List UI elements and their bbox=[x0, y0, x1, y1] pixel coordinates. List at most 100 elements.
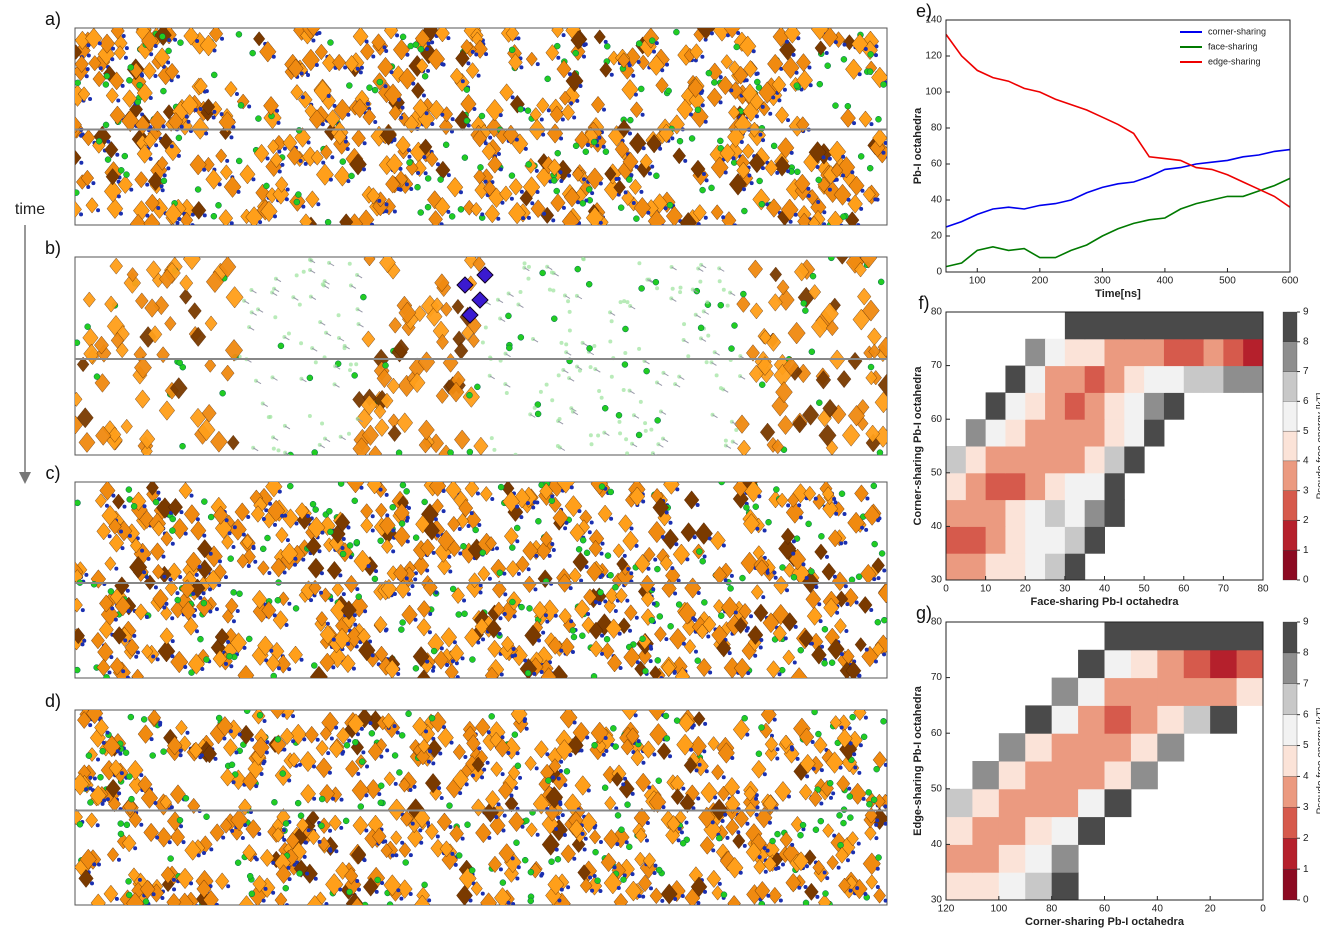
atom bbox=[850, 714, 856, 720]
molecule bbox=[459, 190, 463, 194]
y-tick-label: 70 bbox=[931, 672, 943, 683]
energy-cell bbox=[1025, 366, 1045, 393]
molecule bbox=[390, 70, 394, 74]
atom bbox=[794, 169, 800, 175]
energy-cell bbox=[1204, 339, 1224, 366]
molecule bbox=[722, 775, 726, 779]
atom bbox=[583, 149, 589, 155]
molecule bbox=[218, 559, 222, 563]
energy-cell bbox=[966, 419, 986, 446]
molecule bbox=[820, 768, 824, 772]
molecule bbox=[641, 761, 645, 765]
molecule bbox=[251, 908, 255, 912]
energy-cell bbox=[1105, 473, 1125, 500]
molecule bbox=[340, 752, 344, 756]
energy-cell bbox=[1164, 339, 1184, 366]
molecule bbox=[422, 94, 426, 98]
atom bbox=[211, 72, 217, 78]
molecule bbox=[635, 544, 639, 548]
energy-cell bbox=[1085, 446, 1105, 473]
molecule bbox=[582, 43, 586, 47]
molecule bbox=[365, 764, 369, 768]
molecule bbox=[795, 71, 799, 75]
energy-cell bbox=[1005, 366, 1025, 393]
molecule bbox=[818, 226, 822, 230]
energy-cell bbox=[972, 761, 999, 789]
molecule bbox=[514, 786, 518, 790]
molecule bbox=[301, 95, 305, 99]
molecule bbox=[233, 525, 237, 529]
molecule bbox=[168, 840, 172, 844]
atom bbox=[758, 724, 764, 730]
atom bbox=[667, 202, 673, 208]
atom bbox=[448, 450, 454, 456]
x-tick-label: 10 bbox=[980, 584, 992, 595]
atom bbox=[866, 789, 872, 795]
molecule bbox=[154, 143, 158, 147]
colorbar-tick-label: 9 bbox=[1303, 617, 1309, 628]
molecule bbox=[725, 836, 729, 840]
energy-cell bbox=[1105, 446, 1125, 473]
atom bbox=[348, 262, 352, 266]
molecule bbox=[559, 136, 563, 140]
molecule bbox=[805, 576, 809, 580]
colorbar-segment bbox=[1283, 838, 1297, 869]
atom bbox=[492, 448, 496, 452]
molecule bbox=[758, 133, 762, 137]
molecule bbox=[306, 514, 310, 518]
molecule bbox=[160, 184, 164, 188]
molecule bbox=[471, 774, 475, 778]
molecule bbox=[379, 755, 383, 759]
energy-cell bbox=[999, 789, 1026, 817]
molecule bbox=[166, 166, 170, 170]
atom bbox=[320, 421, 324, 425]
molecule bbox=[341, 546, 345, 550]
molecule bbox=[834, 512, 838, 516]
atom bbox=[354, 539, 360, 545]
molecule bbox=[815, 895, 819, 899]
atom bbox=[358, 804, 364, 810]
molecule bbox=[469, 898, 473, 902]
colorbar-segment bbox=[1283, 776, 1297, 807]
molecule bbox=[432, 551, 436, 555]
molecule bbox=[713, 796, 717, 800]
atom bbox=[678, 290, 682, 294]
molecule bbox=[807, 66, 811, 70]
molecule bbox=[334, 849, 338, 853]
atom bbox=[718, 279, 722, 283]
molecule bbox=[664, 206, 668, 210]
molecule bbox=[711, 820, 715, 824]
molecule bbox=[563, 783, 567, 787]
molecule bbox=[585, 736, 589, 740]
energy-cell bbox=[1131, 622, 1158, 650]
molecule bbox=[539, 874, 543, 878]
molecule bbox=[481, 637, 485, 641]
energy-cell bbox=[946, 872, 973, 900]
energy-cell bbox=[1105, 500, 1125, 527]
molecule bbox=[669, 521, 673, 525]
energy-cell bbox=[1052, 733, 1079, 761]
molecule bbox=[642, 146, 646, 150]
molecule bbox=[517, 865, 521, 869]
x-tick-label: 30 bbox=[1059, 584, 1071, 595]
molecule bbox=[175, 221, 179, 225]
energy-cell bbox=[1204, 366, 1224, 393]
colorbar-tick-label: 3 bbox=[1303, 802, 1309, 813]
energy-cell bbox=[1124, 366, 1144, 393]
molecule bbox=[320, 531, 324, 535]
molecule bbox=[119, 212, 123, 216]
molecule bbox=[814, 497, 818, 501]
molecule bbox=[383, 839, 387, 843]
atom bbox=[620, 877, 626, 883]
molecule bbox=[81, 608, 85, 612]
atom bbox=[118, 167, 124, 173]
molecule bbox=[139, 906, 143, 910]
energy-cell bbox=[1210, 650, 1237, 678]
molecule bbox=[293, 557, 297, 561]
molecule bbox=[869, 608, 873, 612]
molecule bbox=[809, 83, 813, 87]
atom bbox=[742, 715, 748, 721]
atom bbox=[287, 483, 293, 489]
energy-cell bbox=[1045, 419, 1065, 446]
x-tick-label: 100 bbox=[969, 276, 986, 287]
